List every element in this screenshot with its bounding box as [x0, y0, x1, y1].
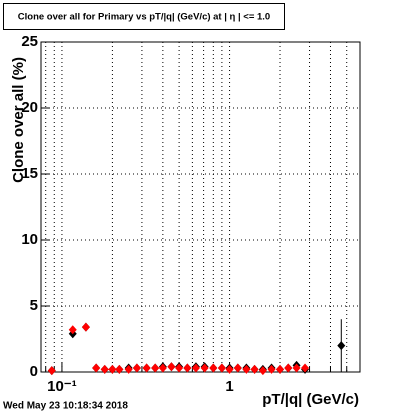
- marker: [209, 363, 218, 373]
- marker: [284, 363, 293, 373]
- y-tick-label: 25: [21, 33, 38, 50]
- x-tick-label: 10⁻¹: [47, 378, 77, 395]
- marker: [115, 364, 124, 374]
- x-axis-label: pT/|q| (GeV/c): [262, 391, 359, 408]
- marker: [191, 363, 200, 373]
- marker: [217, 363, 226, 373]
- marker: [276, 364, 285, 374]
- y-tick-label: 15: [21, 165, 38, 182]
- marker: [151, 363, 160, 373]
- marker: [301, 363, 310, 373]
- y-tick-label: 5: [30, 297, 38, 314]
- marker: [200, 363, 209, 373]
- marker: [242, 364, 251, 374]
- plot-frame: [40, 41, 361, 373]
- y-axis-label: Clone over all (%): [10, 57, 27, 183]
- marker: [258, 366, 267, 376]
- marker: [167, 362, 176, 372]
- marker: [267, 364, 276, 374]
- marker: [337, 341, 346, 351]
- marker: [47, 366, 56, 376]
- marker: [92, 363, 101, 373]
- marker: [81, 322, 90, 332]
- footer: Wed May 23 10:18:34 2018: [3, 401, 128, 412]
- marker: [225, 364, 234, 374]
- y-tick-label: 20: [21, 99, 38, 116]
- y-tick-label: 10: [21, 231, 38, 248]
- marker: [108, 364, 117, 374]
- chart-title: Clone over all for Primary vs pT/|q| (Ge…: [18, 12, 270, 23]
- marker: [292, 363, 301, 373]
- title-box: [3, 3, 285, 30]
- marker: [142, 363, 151, 373]
- marker: [233, 363, 242, 373]
- marker: [158, 363, 167, 373]
- x-tick-label: 1: [225, 378, 233, 395]
- y-tick-label: 0: [30, 363, 38, 380]
- marker: [183, 363, 192, 373]
- marker: [124, 364, 133, 374]
- marker: [68, 325, 77, 335]
- marker: [132, 363, 141, 373]
- marker: [100, 364, 109, 374]
- marker: [175, 363, 184, 373]
- marker: [250, 364, 259, 374]
